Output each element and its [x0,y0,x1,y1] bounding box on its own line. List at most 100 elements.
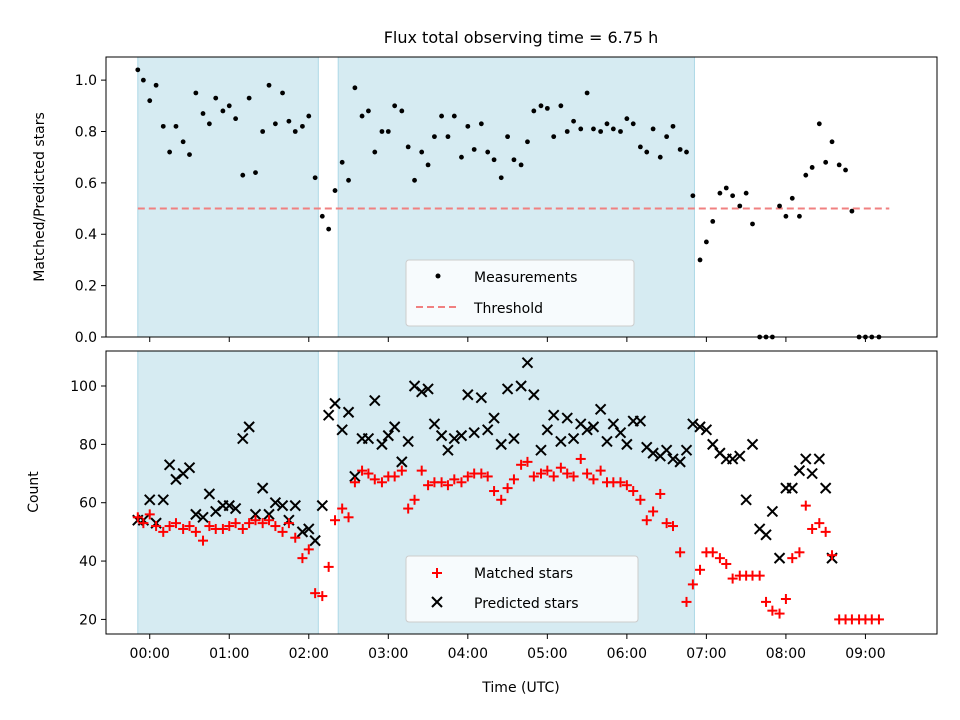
measurement-point [743,190,749,196]
predicted-marker-stroke [561,412,573,424]
matched-star-point [442,480,453,491]
predicted-star-point [634,415,647,427]
predicted-marker-stroke [674,456,686,468]
matched-star-point [641,515,652,526]
matched-star-point [595,465,606,476]
measurement-point [332,188,338,193]
matched-star-point [456,477,467,488]
predicted-star-point [621,438,633,451]
predicted-star-point [422,383,434,395]
measurement-point [220,108,226,114]
predicted-marker-stroke [249,508,262,521]
predicted-marker-stroke [773,552,786,564]
predicted-marker-stroke [362,432,375,445]
bottom-axes-frame [105,350,938,635]
legend-matched-marker [432,568,442,578]
matched-star-point [562,468,573,479]
measurement-point [564,129,570,134]
predicted-star-point [535,444,547,456]
matched-star-point [270,521,281,532]
predicted-marker-stroke [396,456,408,468]
predicted-marker-stroke [243,421,255,433]
predicted-star-point [674,456,686,468]
measurement-point [312,175,318,181]
predicted-marker-stroke [621,438,633,451]
matched-star-point [780,593,791,604]
x-axis-label: Time (UTC) [481,680,559,696]
matched-star-point [357,465,368,476]
predicted-marker-stroke [303,523,315,535]
predicted-star-point [501,383,514,395]
top-axes-frame [105,56,938,338]
measurement-point [703,239,709,245]
matched-star-point [655,488,666,499]
predicted-marker-stroke [428,418,441,430]
measurement-point [710,219,716,224]
predicted-marker-stroke [601,435,613,448]
matched-star-point [403,503,414,514]
x-tick-label: 05:00 [527,646,567,662]
chart-title: Flux total observing time = 6.75 h [384,28,659,47]
matched-star-point [675,547,686,558]
measurement-point [425,162,431,168]
matched-star-point [297,553,308,564]
measurement-point [664,134,670,140]
measurement-point [650,126,656,132]
predicted-star-point [157,494,169,506]
predicted-star-point [435,429,448,442]
matched-star-point [582,468,593,479]
predicted-marker-stroke [555,435,567,448]
predicted-star-point [163,459,176,471]
measurement-point [451,113,457,119]
measurement-point [551,134,557,140]
predicted-star-point [667,453,679,465]
predicted-marker-stroke [707,438,719,451]
predicted-marker-stroke [435,429,448,442]
predicted-star-point [734,450,746,462]
predicted-star-point [197,511,209,524]
predicted-marker-stroke [203,488,216,500]
measurement-point [777,203,782,209]
matched-star-point [774,608,785,619]
matched-star-point [508,474,519,485]
predicted-marker-stroke [575,418,587,430]
matched-star-point [250,515,261,526]
measurement-point [226,103,232,109]
predicted-star-point [269,497,282,509]
measurement-point [213,95,219,101]
matched-star-point [170,518,181,529]
predicted-marker-stroke [746,438,759,451]
predicted-star-point [614,426,627,439]
measurement-point [326,226,332,232]
x-tick-label: 02:00 [289,646,329,662]
measurement-point [485,149,491,155]
matched-star-point [190,526,201,537]
predicted-marker-stroke [641,441,653,453]
matched-star-point [502,483,513,494]
predicted-star-point [256,482,269,494]
matched-star-point [349,477,360,488]
matched-star-point [555,462,566,473]
matched-star-point [575,453,586,464]
observing-band-0 [137,56,319,338]
matched-star-point [164,521,175,532]
matched-star-point [548,471,559,482]
matched-star-point [635,494,646,505]
matched-star-point [661,518,672,529]
measurement-point [266,82,272,88]
measurement-point [193,90,199,96]
y-tick-label: 0.0 [75,330,97,346]
predicted-star-point [190,508,202,521]
matched-star-point [330,515,341,526]
measurement-point [147,98,153,104]
measurement-point [352,85,358,91]
matched-star-point [476,468,487,479]
predicted-star-point [495,438,507,451]
y-tick-label: 0.2 [75,279,97,295]
legend-measurements-label: Measurements [474,270,577,286]
measurement-point [618,129,623,134]
measurement-point [657,154,663,160]
predicted-marker-stroke [734,450,746,462]
measurement-point [498,175,504,181]
x-tick-label: 08:00 [766,646,806,662]
